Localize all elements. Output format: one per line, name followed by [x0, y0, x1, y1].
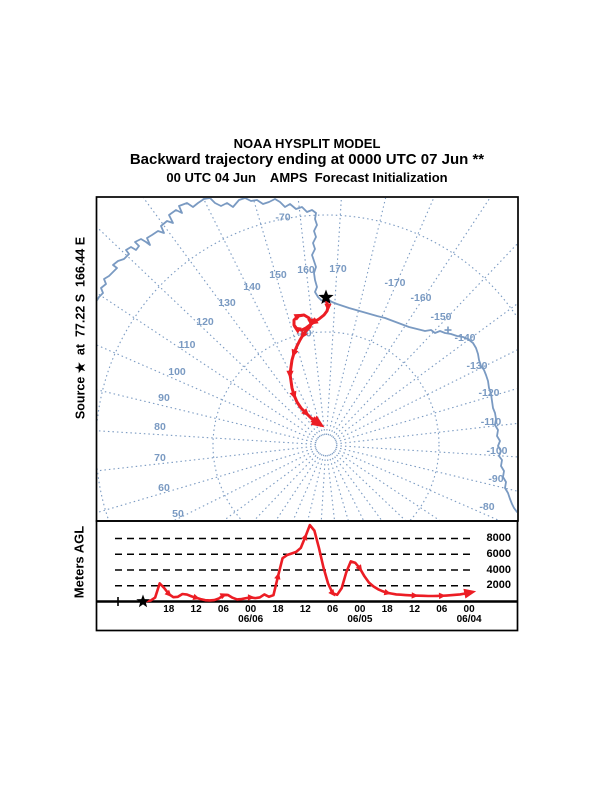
meridian-label-100: 100 [168, 366, 186, 378]
meridian-line [332, 451, 406, 520]
meridian-label--160: -160 [410, 292, 432, 304]
meridian-line [142, 198, 321, 438]
profile-start-star [136, 594, 150, 608]
meridian-line [326, 198, 342, 436]
meridian-label--150: -150 [430, 311, 452, 323]
trajectory-time-marker [324, 303, 332, 312]
profile-time-marker [192, 593, 201, 600]
meridian-line [97, 344, 318, 442]
hour-tick-label: 12 [190, 604, 202, 615]
model-title: NOAA HYSPLIT MODEL [233, 136, 381, 151]
plot-title: Backward trajectory ending at 0000 UTC 0… [129, 151, 485, 168]
date-label-06-05: 06/05 [347, 614, 373, 625]
meridian-line [334, 349, 517, 442]
profile-time-marker [355, 564, 363, 572]
hour-tick-label: 18 [272, 604, 284, 615]
date-label-06-06: 06/06 [238, 614, 264, 625]
meridian-label--100: -100 [486, 445, 508, 457]
profile-time-marker [274, 572, 281, 580]
meridian-label--130: -130 [466, 360, 488, 372]
meridian-label--90: -90 [488, 473, 504, 485]
meridian-label-130: 130 [218, 297, 236, 309]
meridian-line [332, 243, 517, 439]
meridian-line [252, 198, 324, 436]
hour-tick-label: 18 [381, 604, 393, 615]
latitude-label: -70 [275, 212, 290, 224]
profile-time-marker [438, 592, 446, 600]
profile-end-arrow [463, 588, 477, 599]
meridian-line [275, 453, 321, 520]
meridian-label--110: -110 [480, 416, 502, 428]
profile-frame [95, 520, 519, 632]
meridian-line [335, 422, 517, 445]
height-gridline-label-4000: 4000 [486, 563, 511, 576]
meridian-label-120: 120 [196, 316, 214, 328]
profile-time-marker [164, 589, 172, 597]
meridian-line [331, 198, 491, 437]
hour-tick-label: 12 [299, 604, 311, 615]
trajectory-time-marker [289, 390, 297, 400]
meridian-line [202, 198, 323, 437]
height-gridline-label-6000: 6000 [486, 547, 511, 560]
meridian-label-50: 50 [172, 508, 184, 520]
meridian-line [329, 198, 435, 437]
trajectory-time-marker [292, 326, 302, 334]
profile-time-marker [328, 589, 336, 597]
hour-tick-label: 00 [354, 604, 366, 615]
meridian-label-90: 90 [158, 392, 170, 404]
meridian-line [320, 454, 326, 520]
profile-time-marker [411, 592, 419, 599]
coastline [97, 198, 517, 513]
meridian-line [297, 198, 326, 436]
meridian-label-110: 110 [178, 339, 196, 351]
profile-time-marker [219, 593, 228, 600]
hour-tick-label: 00 [463, 604, 475, 615]
meridian-line [333, 303, 517, 440]
hour-tick-label: 06 [217, 604, 229, 615]
map-layer: -70 -80 [97, 198, 517, 520]
hour-tick-label: 18 [163, 604, 175, 615]
meridian-label-60: 60 [158, 482, 170, 494]
meridian-label-70: 70 [154, 452, 166, 464]
meridian-label-150: 150 [269, 269, 287, 281]
meridian-line [97, 447, 317, 513]
trajectory-time-marker [300, 330, 308, 339]
meridian-label--140: -140 [454, 332, 476, 344]
meridian-label--170: -170 [384, 277, 406, 289]
profile-time-marker [301, 533, 308, 541]
latitude-circle [212, 331, 440, 520]
trajectory-time-marker [293, 313, 303, 321]
height-gridline-label-8000: 8000 [486, 532, 511, 544]
hour-tick-label: 12 [408, 604, 421, 615]
meridian-label-170: 170 [329, 263, 347, 275]
trajectory-end-arrow [310, 415, 325, 428]
height-gridline-label-2000: 2000 [486, 579, 511, 592]
profile-time-marker [383, 589, 392, 596]
meridian-line [97, 292, 318, 440]
trajectory-time-marker [286, 370, 294, 379]
meridian-label-140: 140 [243, 281, 261, 293]
meridian-label--80: -80 [479, 501, 495, 513]
date-label-06-04: 06/04 [456, 614, 482, 625]
meridian-label--120: -120 [478, 387, 500, 399]
meridian-label-80: 80 [154, 421, 166, 433]
source-star-marker [318, 289, 334, 304]
trajectory-time-marker [291, 348, 299, 358]
hour-tick-label: 00 [245, 604, 257, 615]
trajectory-time-marker [307, 318, 315, 327]
meridian-line [173, 448, 318, 520]
meridian-label-160: 160 [297, 264, 315, 276]
trajectory-time-marker [301, 408, 310, 417]
hour-tick-label: 06 [436, 604, 448, 615]
init-subtitle: 00 UTC 04 Jun AMPS Forecast Initializati… [166, 170, 448, 185]
profile-time-marker [247, 594, 255, 601]
hour-tick-label: 06 [327, 604, 339, 615]
